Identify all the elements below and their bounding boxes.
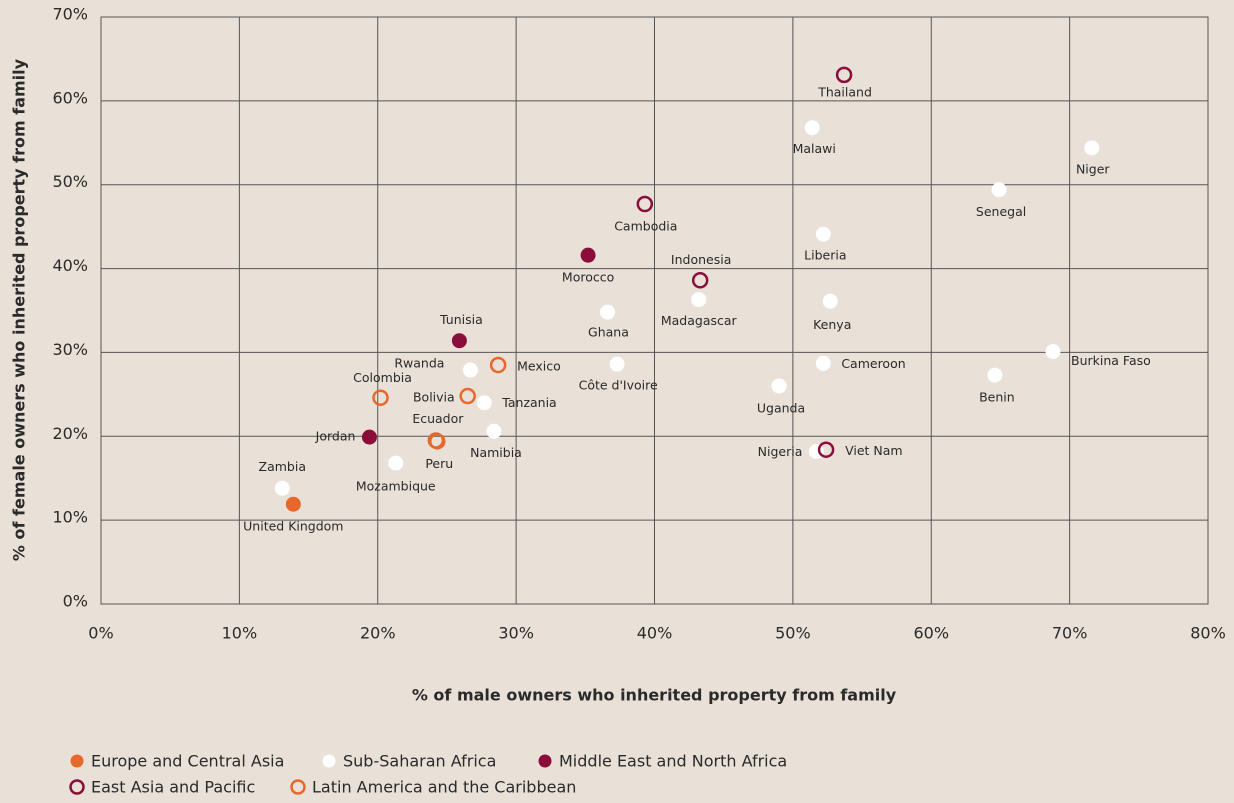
point-label: Rwanda: [394, 356, 444, 371]
x-axis-title: % of male owners who inherited property …: [412, 686, 897, 705]
y-tick-label: 20%: [52, 424, 88, 443]
legend-label: Sub-Saharan Africa: [343, 752, 496, 771]
point-label: Benin: [979, 390, 1015, 405]
y-tick-label: 0%: [63, 592, 88, 611]
point: [835, 66, 853, 84]
x-tick-label: 0%: [88, 624, 113, 643]
point: [691, 272, 709, 289]
legend-marker: [322, 754, 336, 768]
point-label: Nigeria: [758, 444, 803, 459]
point-label: Thailand: [817, 84, 872, 99]
legend-marker: [290, 779, 306, 795]
point: [462, 362, 478, 378]
point-label: Mexico: [517, 359, 561, 374]
legend-marker: [69, 779, 85, 795]
legend-marker: [70, 754, 84, 768]
x-tick-label: 70%: [1052, 624, 1088, 643]
point-label: Tanzania: [501, 395, 556, 410]
point: [991, 182, 1007, 198]
point: [817, 441, 835, 458]
x-tick-label: 60%: [913, 624, 949, 643]
point-label: Viet Nam: [845, 443, 903, 458]
point: [459, 387, 476, 405]
point: [987, 367, 1003, 383]
point-label: Cameroon: [841, 356, 905, 371]
point-label: Ghana: [588, 325, 629, 340]
y-tick-label: 70%: [52, 5, 88, 24]
point: [489, 356, 507, 374]
point-label: Jordan: [315, 429, 356, 444]
legend-label: Middle East and North Africa: [559, 752, 787, 771]
point-label: Indonesia: [671, 252, 731, 267]
point-label: Senegal: [976, 204, 1026, 219]
point: [636, 195, 654, 213]
point-label: Burkina Faso: [1071, 353, 1151, 368]
point-label: Côte d'Ivoire: [579, 378, 658, 393]
point-label: Cambodia: [614, 219, 677, 234]
point: [361, 429, 377, 445]
point: [388, 455, 404, 471]
x-tick-label: 80%: [1190, 624, 1226, 643]
y-axis-title: % of female owners who inherited propert…: [10, 58, 29, 561]
point: [804, 120, 820, 136]
point: [815, 226, 831, 242]
x-tick-label: 50%: [775, 624, 811, 643]
point-label: Madagascar: [661, 313, 738, 328]
point-label: Uganda: [757, 400, 805, 415]
point: [285, 496, 301, 512]
y-tick-label: 50%: [52, 172, 88, 191]
legend-label: Europe and Central Asia: [91, 752, 284, 771]
point-label: Ecuador: [412, 411, 464, 426]
point-label: Colombia: [353, 370, 412, 385]
point-label: Liberia: [804, 248, 846, 263]
point-label: Mozambique: [356, 479, 436, 494]
x-tick-label: 10%: [222, 624, 258, 643]
point: [1084, 140, 1100, 156]
point-label: United Kingdom: [243, 519, 343, 534]
point-label: Tunisia: [439, 312, 483, 327]
point: [691, 292, 707, 308]
point: [822, 293, 838, 309]
point: [580, 247, 596, 263]
point-label: Niger: [1076, 161, 1110, 176]
x-tick-label: 30%: [498, 624, 534, 643]
point-label: Kenya: [813, 317, 851, 332]
y-tick-label: 30%: [52, 340, 88, 359]
point: [1045, 344, 1061, 360]
point: [486, 423, 502, 439]
x-tick-label: 20%: [360, 624, 396, 643]
point: [609, 356, 625, 372]
point: [451, 333, 467, 349]
y-tick-label: 10%: [52, 508, 88, 527]
point: [274, 480, 290, 496]
point: [599, 304, 615, 320]
legend-label: East Asia and Pacific: [91, 778, 255, 797]
point-label: Malawi: [793, 141, 836, 156]
point: [372, 389, 389, 406]
legend-label: Latin America and the Caribbean: [312, 778, 576, 797]
y-tick-label: 40%: [52, 256, 88, 275]
point-label: Peru: [425, 456, 453, 471]
point: [429, 433, 446, 450]
point: [815, 355, 831, 371]
point-label: Bolivia: [413, 390, 455, 405]
point: [771, 378, 787, 394]
point-label: Morocco: [562, 270, 614, 285]
x-tick-label: 40%: [637, 624, 673, 643]
point-label: Namibia: [470, 445, 522, 460]
point: [476, 395, 492, 411]
legend-marker: [538, 754, 552, 768]
y-tick-label: 60%: [52, 88, 88, 107]
point-label: Zambia: [259, 459, 306, 474]
